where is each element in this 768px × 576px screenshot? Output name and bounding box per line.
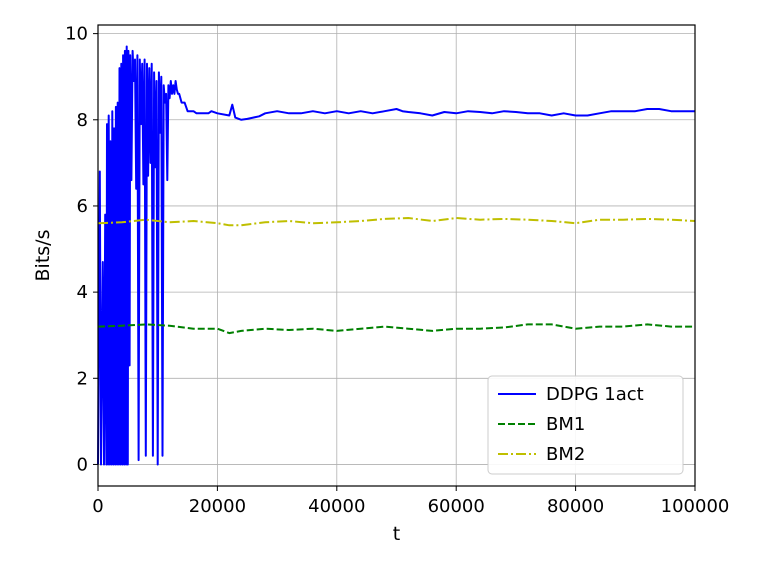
x-tick-label: 60000 <box>428 496 485 517</box>
legend: DDPG 1act BM1 BM2 <box>487 375 684 475</box>
y-tick-label: 2 <box>77 368 88 389</box>
legend-box <box>487 375 684 475</box>
axis-ticks: 0 20000 40000 60000 80000 100000 0 2 4 6 8 10 <box>65 24 729 517</box>
x-tick-label: 20000 <box>189 496 246 517</box>
legend-label: DDPG 1act <box>546 384 644 405</box>
series-line-1 <box>97 45 695 466</box>
x-tick-label: 100000 <box>661 496 730 517</box>
x-tick-label: 0 <box>92 496 103 517</box>
plot-frame <box>97 24 696 487</box>
y-tick-label: 10 <box>65 24 88 45</box>
x-tick-label: 40000 <box>308 496 365 517</box>
series-lines <box>97 45 696 466</box>
series-line-3 <box>97 217 696 227</box>
y-axis-label: Bits/s <box>32 230 54 282</box>
series-line-2 <box>97 323 695 335</box>
x-tick-label: 80000 <box>547 496 604 517</box>
y-tick-label: 4 <box>77 282 88 303</box>
x-axis-label: t <box>393 523 400 545</box>
legend-label: BM1 <box>546 414 585 435</box>
y-tick-label: 0 <box>77 454 88 475</box>
legend-label: BM2 <box>546 444 585 465</box>
y-tick-label: 6 <box>77 196 88 217</box>
y-tick-label: 8 <box>77 110 88 131</box>
